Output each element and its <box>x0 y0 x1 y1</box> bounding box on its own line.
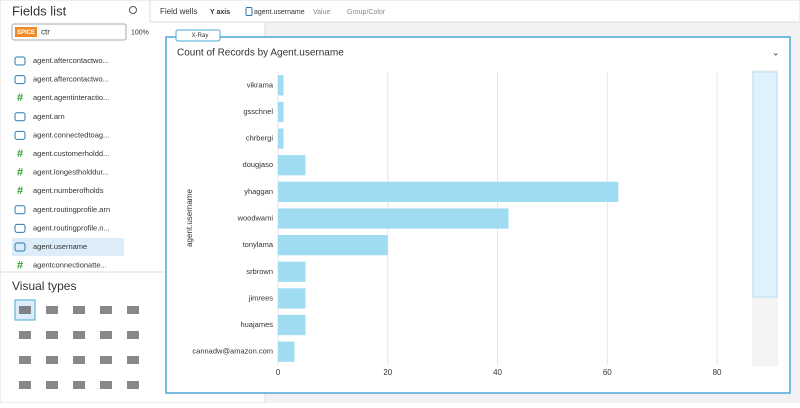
visual-types <box>14 299 143 395</box>
measure-icon: # <box>17 185 23 197</box>
dimension-icon <box>14 75 26 85</box>
dataset-name: ctr <box>41 28 50 37</box>
measure-icon: # <box>17 92 23 104</box>
dataset-select[interactable] <box>11 23 127 41</box>
dimension-icon <box>14 223 26 233</box>
x-tick-label: 80 <box>713 368 722 377</box>
visual-type-glyph <box>127 356 139 364</box>
dimension-icon <box>14 112 26 122</box>
bar <box>278 341 295 362</box>
visual-type-glyph <box>46 331 58 339</box>
value-well[interactable]: Value <box>313 9 330 16</box>
visual-type-glyph <box>127 381 139 389</box>
visual-type-glyph <box>100 381 112 389</box>
spice-badge <box>15 27 37 37</box>
field-item[interactable]: agent.customerholdd... <box>33 149 109 158</box>
chart-title: Count of Records by Agent.username <box>177 48 344 59</box>
field-item[interactable]: agent.routingprofile.n... <box>33 223 110 232</box>
visual-type-glyph <box>73 331 85 339</box>
dim-icon <box>245 7 253 16</box>
y-tick-label: woodwami <box>237 213 274 222</box>
bar <box>278 101 284 123</box>
visual-type-glyph <box>100 306 112 314</box>
group-well[interactable]: Group/Color <box>347 9 386 16</box>
field-list: agent.aftercontactwo... agent.aftercontac… <box>12 56 124 272</box>
y-axis-well: Y axis <box>210 9 230 16</box>
visual-type-glyph <box>46 381 58 389</box>
field-item[interactable]: agent.longestholddur... <box>33 168 109 177</box>
fields-title: Fields list <box>12 3 67 18</box>
dimension-icon <box>14 130 26 140</box>
x-tick-label: 40 <box>493 368 502 377</box>
y-tick-label: gsschnel <box>243 107 273 116</box>
dimension-icon <box>14 205 26 215</box>
bar <box>278 261 306 282</box>
search-icon[interactable] <box>129 6 137 14</box>
visual-type-glyph <box>100 331 112 339</box>
visual-type-glyph <box>127 331 139 339</box>
xray-badge[interactable] <box>175 29 221 42</box>
visual-type-glyph <box>127 306 139 314</box>
x-tick-label: 20 <box>383 368 392 377</box>
y-tick-label: vikrama <box>247 80 274 89</box>
measure-icon: # <box>17 167 23 179</box>
visual-type-glyph <box>73 381 85 389</box>
menu-caret[interactable]: ⌄ <box>772 47 780 57</box>
field-item[interactable]: agent.aftercontactwo... <box>33 56 109 65</box>
y-tick-label: cannadw@amazon.com <box>192 347 273 356</box>
usage: 100% <box>131 29 149 36</box>
field-item[interactable]: agent.agentinteractio... <box>33 93 109 102</box>
x-tick-label: 0 <box>276 368 281 377</box>
x-tick-label: 60 <box>603 368 612 377</box>
y-field[interactable]: agent.username <box>254 9 305 16</box>
bar <box>278 155 306 176</box>
visual-type-glyph <box>19 381 31 389</box>
bar <box>278 235 388 256</box>
bar <box>278 181 619 202</box>
selected-field <box>12 238 124 256</box>
field-item[interactable]: agent.username <box>33 242 87 251</box>
y-tick-label: tonylama <box>243 240 274 249</box>
field-wells-title: Field wells <box>160 7 197 16</box>
bar <box>278 314 306 336</box>
y-tick-label: chrbergi <box>246 134 273 143</box>
visual-type-glyph <box>19 356 31 364</box>
field-item[interactable]: agent.arn <box>33 112 65 121</box>
field-item[interactable]: agent.aftercontactwo... <box>33 75 109 84</box>
field-item[interactable]: agentconnectionatte... <box>33 261 107 270</box>
visual-type-glyph <box>46 306 58 314</box>
visual-types-title: Visual types <box>12 279 76 293</box>
y-tick-label: srbrown <box>246 267 273 276</box>
bar <box>278 208 509 229</box>
field-item[interactable]: agent.routingprofile.arn <box>33 205 110 214</box>
bar <box>278 128 284 149</box>
dimension-icon <box>14 242 26 252</box>
y-axis-title: agent.username <box>185 189 194 247</box>
y-tick-label: dougjaso <box>243 160 273 169</box>
visual-type-glyph <box>46 356 58 364</box>
bar <box>278 288 306 309</box>
field-item[interactable]: agent.numberofholds <box>33 186 104 195</box>
field-wells <box>149 0 800 23</box>
visual-type-glyph <box>73 356 85 364</box>
dimension-icon <box>14 56 26 66</box>
visual-type-glyph <box>19 331 31 339</box>
measure-icon: # <box>17 148 23 160</box>
field-item[interactable]: agent.connectedtoag... <box>33 130 109 139</box>
bar <box>278 75 284 96</box>
scroll-thumb[interactable] <box>752 71 778 298</box>
measure-icon: # <box>17 260 23 272</box>
y-tick-label: huajames <box>240 320 273 329</box>
y-tick-label: jimrees <box>248 293 273 302</box>
spice-label: SPICE <box>17 30 35 36</box>
visual-type-glyph <box>19 306 31 314</box>
xray-label: X-Ray <box>192 33 209 39</box>
y-tick-label: yhaggan <box>244 187 273 196</box>
visual-type-glyph <box>100 356 112 364</box>
visual-type-glyph <box>73 306 85 314</box>
